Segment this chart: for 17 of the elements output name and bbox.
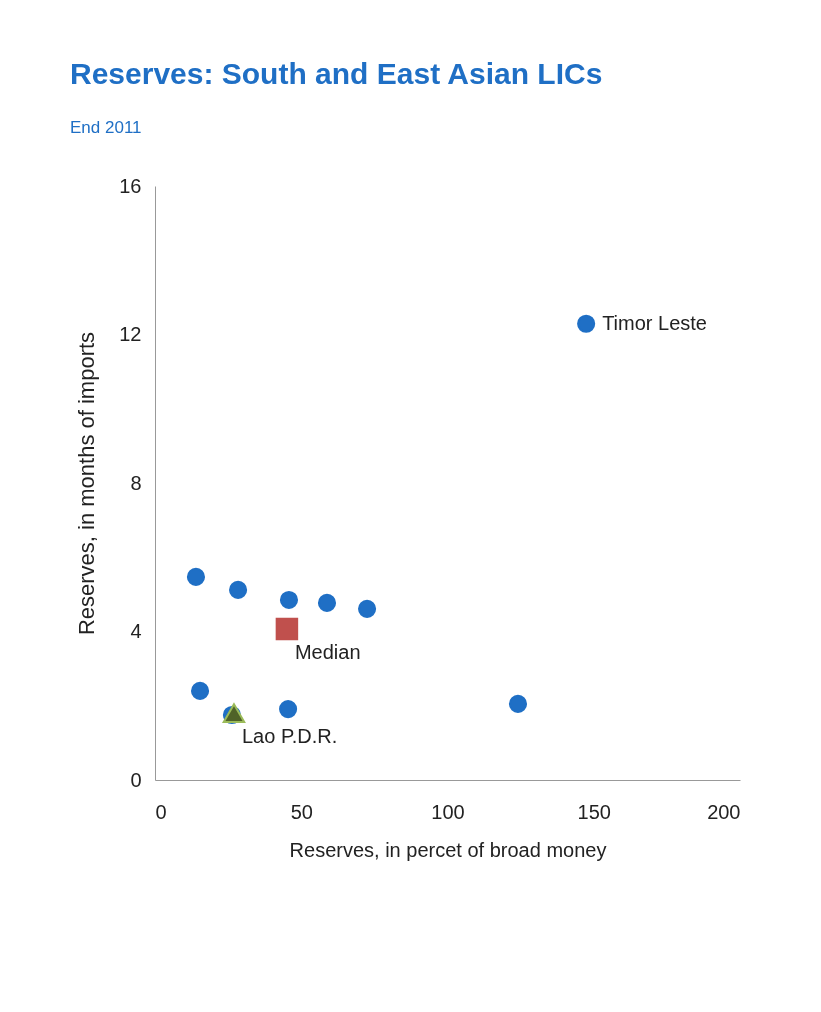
x-axis-title: Reserves, in percet of broad money [289, 838, 607, 861]
y-tick-label: 0 [130, 768, 142, 791]
y-axis-title: Reserves, in months of imports [74, 331, 100, 636]
series-label: Lao P.D.R. [241, 725, 338, 748]
x-tick-label: 0 [155, 800, 167, 823]
chart-subtitle: End 2011 [70, 118, 142, 137]
x-tick-label: 200 [707, 800, 741, 823]
y-tick-label: 8 [130, 471, 142, 494]
x-tick-label: 100 [431, 800, 465, 823]
y-tick-label: 4 [130, 620, 142, 642]
series-label: Median [294, 640, 361, 663]
chart-title: Reserves: South and East Asian LICs [70, 57, 603, 90]
annotation: Timor Leste [602, 311, 707, 334]
x-tick-label: 150 [577, 800, 611, 823]
x-tick-label: 50 [290, 800, 313, 823]
y-tick-label: 12 [119, 323, 142, 345]
y-tick-label: 16 [119, 174, 142, 197]
